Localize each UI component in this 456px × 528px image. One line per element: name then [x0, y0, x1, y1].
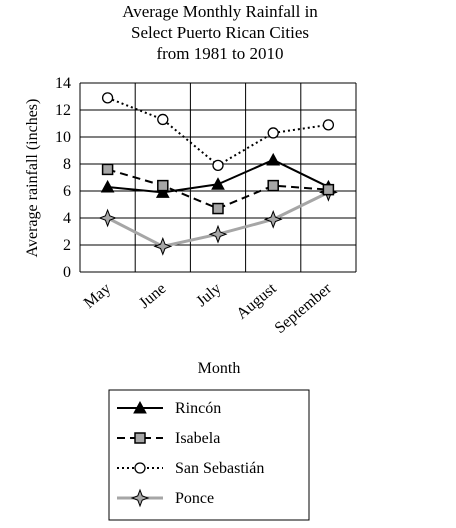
data-point: [212, 159, 224, 172]
series-san-sebastian: [101, 92, 335, 172]
legend-item: Isabela: [117, 430, 220, 447]
data-point: [155, 185, 170, 198]
series-group: [98, 92, 338, 256]
data-point: [208, 224, 228, 244]
legend-label: Isabela: [175, 430, 220, 447]
legend-item: Rincón: [117, 400, 221, 417]
y-tick-label: 0: [63, 264, 71, 281]
chart-title-line-1: Average Monthly Rainfall in: [122, 2, 318, 21]
y-tick-label: 4: [63, 210, 71, 227]
x-tick-label: June: [136, 280, 169, 312]
data-point: [101, 163, 114, 176]
legend-marker: [134, 462, 146, 474]
data-point: [98, 208, 118, 228]
data-point: [212, 202, 224, 215]
y-axis-label: Average rainfall (inches): [24, 99, 41, 258]
legend-label: Ponce: [175, 490, 214, 507]
data-point: [211, 177, 225, 190]
legend-label: San Sebastián: [175, 460, 264, 477]
series-rincon: [100, 152, 336, 198]
x-tick-label: August: [233, 280, 280, 323]
data-point: [157, 113, 169, 126]
y-tick-label: 6: [63, 183, 71, 200]
data-point: [153, 236, 173, 256]
x-tick-label: May: [81, 280, 114, 312]
series-isabela: [101, 163, 335, 215]
legend-label: Rincón: [175, 400, 221, 417]
x-axis-label: Month: [198, 360, 241, 377]
legend-item: San Sebastián: [117, 460, 264, 477]
legend-marker: [134, 432, 146, 444]
chart-title-line-2: Select Puerto Rican Cities: [131, 23, 309, 42]
data-point: [267, 127, 279, 139]
y-tick-label: 2: [63, 237, 71, 254]
data-point: [266, 152, 281, 166]
y-tick-label: 14: [55, 75, 71, 92]
data-point: [100, 179, 115, 193]
data-point: [157, 179, 169, 192]
data-point: [263, 209, 283, 229]
data-point: [267, 179, 279, 192]
legend-marker: [130, 488, 150, 508]
legend: Rincón Isabela San Sebastián Ponce: [108, 389, 310, 521]
legend-item: Ponce: [117, 488, 214, 508]
x-tick-label: September: [272, 280, 336, 337]
y-tick-label: 10: [55, 129, 71, 146]
y-axis-ticks: 0 2 4 6 8 10 12 14: [55, 75, 71, 281]
data-point: [322, 119, 335, 131]
legend-marker: [133, 400, 147, 414]
data-point: [322, 183, 335, 196]
y-tick-label: 8: [63, 156, 71, 173]
y-tick-label: 12: [55, 102, 71, 119]
x-tick-label: July: [193, 280, 224, 310]
data-point: [101, 92, 114, 104]
chart-title-line-3: from 1981 to 2010: [156, 44, 283, 63]
series-line: [107, 96, 329, 167]
